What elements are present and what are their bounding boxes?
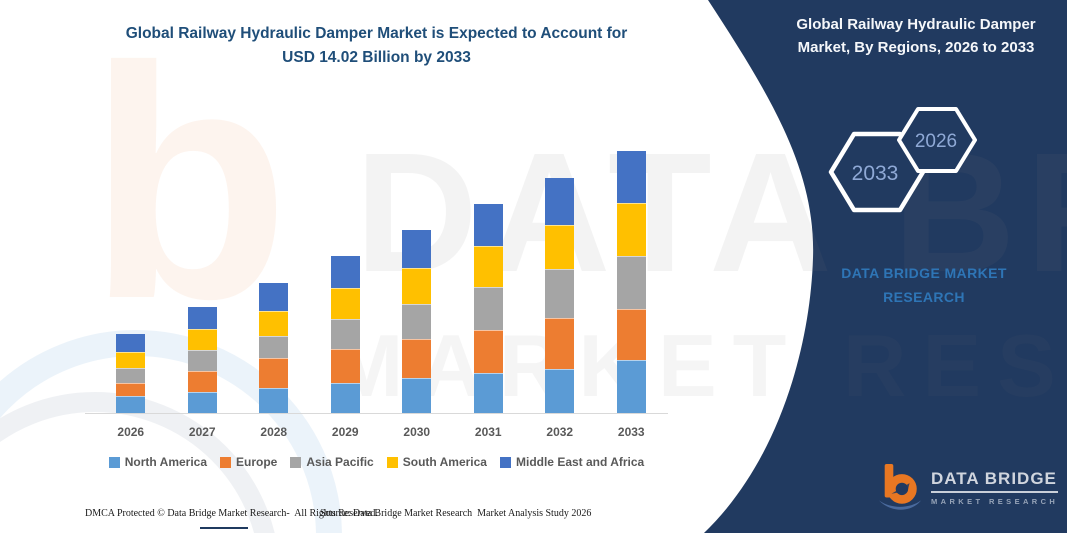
chart-title-line2: USD 14.02 Billion by 2033	[282, 49, 471, 67]
x-label-2032: 2032	[546, 425, 574, 439]
logo-b-icon	[878, 464, 922, 510]
panel-title-line2: Market, By Regions, 2026 to 2033	[797, 38, 1035, 56]
x-label-2026: 2026	[117, 425, 145, 439]
plot-area	[95, 151, 667, 414]
year-hexagons: 2033 2026	[828, 107, 977, 213]
x-label-2029: 2029	[331, 425, 359, 439]
brand-wordmark: DATA BRIDGE MARKET RESEARCH	[798, 262, 1050, 310]
x-label-2030: 2030	[403, 425, 431, 439]
segment-asia-pacific-2026[interactable]	[116, 368, 146, 383]
bar-2027	[187, 307, 217, 414]
segment-north-america-2031[interactable]	[473, 373, 503, 414]
bar-2028	[259, 283, 289, 414]
x-label-2033: 2033	[617, 425, 645, 439]
legend-swatch-icon	[499, 456, 511, 468]
segment-north-america-2026[interactable]	[116, 396, 146, 414]
segment-asia-pacific-2028[interactable]	[259, 336, 289, 358]
segment-south-america-2031[interactable]	[473, 246, 503, 287]
panel-title-line1: Global Railway Hydraulic Damper	[796, 16, 1036, 33]
segment-south-america-2033[interactable]	[616, 203, 646, 256]
segment-europe-2032[interactable]	[545, 318, 575, 369]
legend-item-south-america: South America	[386, 455, 487, 469]
segment-europe-2026[interactable]	[116, 383, 146, 396]
segment-middle-east-and-africa-2032[interactable]	[545, 178, 575, 225]
segment-south-america-2030[interactable]	[402, 268, 432, 304]
chart-title: Global Railway Hydraulic Damper Market i…	[85, 22, 668, 70]
segment-middle-east-and-africa-2031[interactable]	[473, 204, 503, 246]
legend: North America Europe Asia Pacific South Ame…	[85, 455, 668, 469]
legend-swatch-icon	[290, 456, 302, 468]
segment-north-america-2028[interactable]	[259, 388, 289, 414]
legend-item-middle-east-and-africa: Middle East and Africa	[499, 455, 645, 469]
brand-line2: RESEARCH	[883, 288, 965, 305]
legend-item-north-america: North America	[108, 455, 208, 469]
segment-south-america-2028[interactable]	[259, 311, 289, 336]
segment-south-america-2026[interactable]	[116, 352, 146, 368]
segment-middle-east-and-africa-2033[interactable]	[616, 151, 646, 203]
dmca-copyright-text: DMCA Protected © Data Bridge Market Rese…	[85, 508, 378, 519]
segment-europe-2033[interactable]	[616, 309, 646, 360]
panel-title: Global Railway Hydraulic Damper Market, …	[772, 14, 1060, 59]
legend-swatch-icon	[220, 456, 232, 468]
bar-2029	[330, 256, 360, 414]
footer-divider-line	[200, 527, 248, 529]
segment-north-america-2030[interactable]	[402, 378, 432, 414]
legend-label: Europe	[236, 455, 278, 469]
segment-north-america-2033[interactable]	[616, 360, 646, 414]
x-label-2027: 2027	[188, 425, 216, 439]
segment-middle-east-and-africa-2028[interactable]	[259, 283, 289, 311]
legend-label: North America	[124, 455, 208, 469]
legend-item-asia-pacific: Asia Pacific	[290, 455, 374, 469]
segment-middle-east-and-africa-2029[interactable]	[330, 256, 360, 288]
x-axis-line	[85, 413, 668, 414]
logo-subtitle: MARKET RESEARCH	[931, 496, 1059, 506]
segment-asia-pacific-2032[interactable]	[545, 269, 575, 318]
legend-swatch-icon	[108, 456, 120, 468]
legend-swatch-icon	[386, 456, 398, 468]
segment-europe-2030[interactable]	[402, 339, 432, 378]
legend-label: Middle East and Africa	[515, 455, 645, 469]
x-label-2028: 2028	[260, 425, 288, 439]
segment-north-america-2029[interactable]	[330, 383, 360, 414]
segment-europe-2029[interactable]	[330, 349, 360, 383]
bar-2026	[116, 334, 146, 414]
segment-europe-2028[interactable]	[259, 358, 289, 388]
segment-middle-east-and-africa-2030[interactable]	[402, 230, 432, 268]
legend-label: Asia Pacific	[306, 455, 374, 469]
legend-label: South America	[402, 455, 487, 469]
segment-asia-pacific-2030[interactable]	[402, 304, 432, 339]
segment-asia-pacific-2033[interactable]	[616, 256, 646, 309]
bar-2030	[402, 230, 432, 414]
x-axis-labels: 2026 2027 2028 2029 2030 2031 2032 2033	[95, 425, 667, 439]
segment-asia-pacific-2027[interactable]	[187, 350, 217, 371]
chart-title-line1: Global Railway Hydraulic Damper Market i…	[125, 25, 628, 42]
segment-north-america-2027[interactable]	[187, 392, 217, 414]
source-text: Source: Data Bridge Market Research Mark…	[320, 508, 592, 519]
segment-north-america-2032[interactable]	[545, 369, 575, 414]
logo-title: DATA BRIDGE	[931, 469, 1059, 493]
segment-south-america-2027[interactable]	[187, 329, 217, 350]
segment-middle-east-and-africa-2026[interactable]	[116, 334, 146, 352]
hexagon-2026	[897, 107, 977, 173]
segment-asia-pacific-2031[interactable]	[473, 287, 503, 330]
hexagon-2026-label: 2026	[915, 131, 957, 152]
logo-text: DATA BRIDGE MARKET RESEARCH	[931, 469, 1059, 506]
segment-south-america-2032[interactable]	[545, 225, 575, 269]
hexagon-2033-label: 2033	[852, 162, 899, 185]
bar-2031	[473, 204, 503, 414]
bar-2032	[545, 178, 575, 414]
segment-europe-2031[interactable]	[473, 330, 503, 373]
segment-europe-2027[interactable]	[187, 371, 217, 392]
segment-south-america-2029[interactable]	[330, 288, 360, 319]
legend-item-europe: Europe	[220, 455, 277, 469]
brand-line1: DATA BRIDGE MARKET	[841, 265, 1007, 281]
company-logo: DATA BRIDGE MARKET RESEARCH	[878, 462, 1059, 512]
x-label-2031: 2031	[474, 425, 502, 439]
segment-asia-pacific-2029[interactable]	[330, 319, 360, 349]
segment-middle-east-and-africa-2027[interactable]	[187, 307, 217, 329]
bar-2033	[616, 151, 646, 414]
